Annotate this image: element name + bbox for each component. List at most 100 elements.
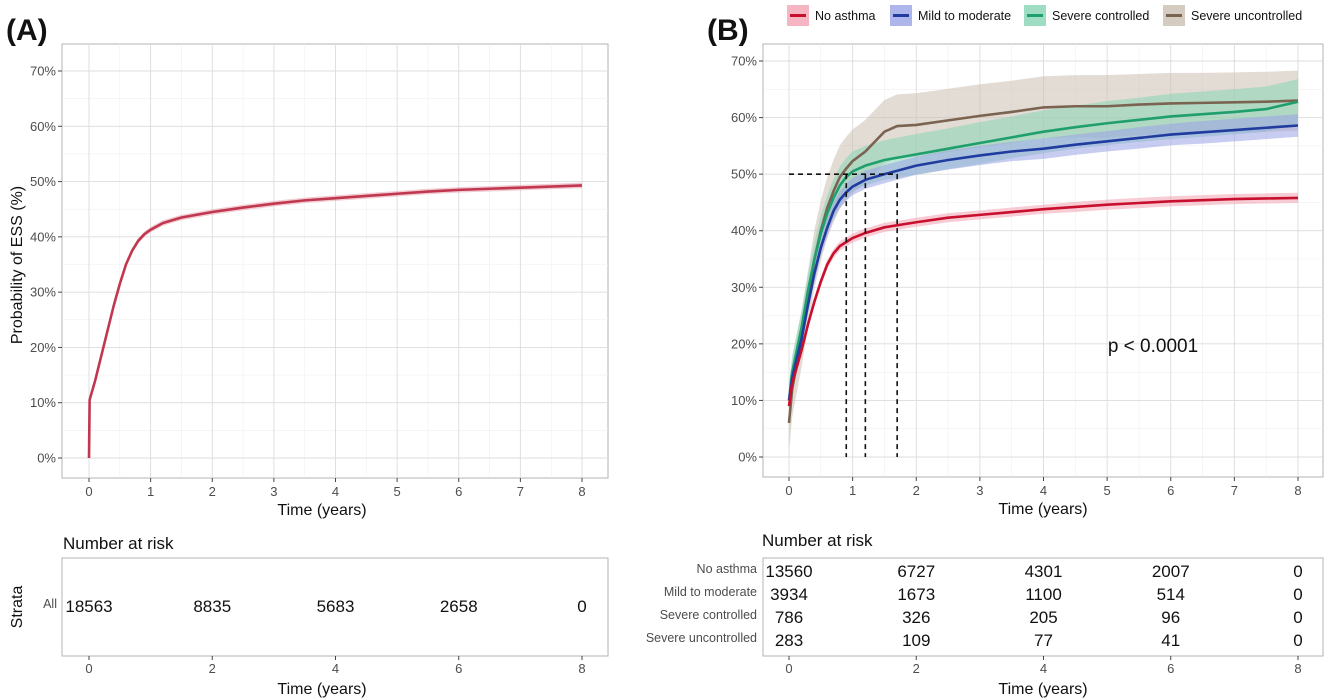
risk-x-tick-label: 2	[913, 661, 920, 676]
risk-value: 109	[902, 631, 930, 650]
x-tick-label: 5	[1104, 483, 1111, 498]
panel-b-label: (B)	[707, 14, 749, 47]
legend-label-0: No asthma	[815, 9, 875, 23]
risk-value: 205	[1029, 608, 1057, 627]
series-line-all	[87, 184, 583, 459]
y-tick-label: 0%	[37, 451, 56, 466]
panel-b-risk-table: 0 2 4 6 8 No asthma 13560 6727 4301 2007 0 Mild to …	[646, 557, 1324, 676]
legend-label-2: Severe controlled	[1052, 9, 1149, 23]
y-tick-label: 20%	[731, 336, 757, 351]
y-tick-label: 10%	[30, 395, 56, 410]
x-tick-label: 4	[1040, 483, 1047, 498]
risk-row-label: All	[43, 597, 57, 611]
risk-value: 18563	[65, 597, 112, 616]
legend-label-1: Mild to moderate	[918, 9, 1011, 23]
y-tick-label: 30%	[731, 280, 757, 295]
p-value-annotation: p < 0.0001	[1108, 336, 1198, 357]
y-tick-label: 60%	[731, 110, 757, 125]
y-tick-label: 70%	[30, 64, 56, 79]
x-tick-label: 7	[1231, 483, 1238, 498]
risk-value: 0	[1293, 631, 1302, 650]
risk-value: 77	[1034, 631, 1053, 650]
panel-a-label: (A)	[6, 14, 48, 47]
risk-value: 0	[577, 597, 586, 616]
risk-x-tick-label: 6	[1167, 661, 1174, 676]
series-line-0	[787, 196, 1299, 407]
risk-table-border	[762, 557, 1324, 657]
x-tick-label: 2	[209, 484, 216, 499]
risk-row-label: Severe controlled	[660, 608, 757, 622]
y-tick-label: 70%	[731, 54, 757, 69]
risk-value: 1100	[1025, 585, 1062, 604]
risk-x-tick-label: 0	[85, 661, 92, 676]
panel-a-risk-title: Number at risk	[63, 534, 174, 553]
risk-value: 514	[1157, 585, 1185, 604]
series-line-2	[787, 100, 1299, 401]
legend-label-3: Severe uncontrolled	[1191, 9, 1302, 23]
panel-a-ylabel: Probability of ESS (%)	[9, 186, 26, 344]
y-tick-label: 60%	[30, 119, 56, 134]
y-tick-label: 0%	[738, 450, 757, 465]
panel-a-risk-table: 0 2 4 6 8 All 18563 8835 5683 2658 0	[43, 557, 609, 676]
panel-a-xlabel: Time (years)	[277, 502, 366, 519]
x-tick-label: 7	[517, 484, 524, 499]
risk-x-tick-label: 2	[209, 661, 216, 676]
risk-value: 2658	[440, 597, 478, 616]
risk-value: 96	[1161, 608, 1180, 627]
x-tick-label: 4	[332, 484, 339, 499]
risk-value: 283	[775, 631, 803, 650]
x-tick-label: 6	[455, 484, 462, 499]
risk-x-tick-label: 6	[455, 661, 462, 676]
y-tick-label: 10%	[731, 393, 757, 408]
risk-x-tick-label: 8	[578, 661, 585, 676]
risk-value: 786	[775, 608, 803, 627]
y-tick-label: 20%	[30, 340, 56, 355]
x-tick-label: 8	[1294, 483, 1301, 498]
risk-value: 8835	[193, 597, 231, 616]
x-tick-label: 8	[578, 484, 585, 499]
risk-value: 5683	[317, 597, 355, 616]
risk-x-tick-label: 4	[1040, 661, 1047, 676]
x-tick-label: 1	[147, 484, 154, 499]
risk-table-border	[61, 557, 609, 657]
panel-a-strata-label: Strata	[9, 586, 26, 629]
risk-x-tick-label: 8	[1294, 661, 1301, 676]
risk-value: 1673	[897, 585, 935, 604]
risk-value: 4301	[1025, 562, 1063, 581]
y-tick-label: 40%	[731, 223, 757, 238]
panel-b-xlabel: Time (years)	[998, 501, 1087, 518]
risk-value: 0	[1293, 585, 1302, 604]
panel-a-plot: 0 1 2 3 4 5 6 7 8 0% 10% 20% 30% 40% 50% 60% 70%	[30, 43, 609, 499]
risk-row-label: No asthma	[697, 562, 757, 576]
panel-b-risk-title: Number at risk	[762, 531, 873, 550]
risk-row-label: Severe uncontrolled	[646, 631, 757, 645]
panel-a-risk-xlabel: Time (years)	[277, 681, 366, 698]
risk-x-tick-label: 4	[332, 661, 339, 676]
x-tick-label: 0	[85, 484, 92, 499]
x-tick-label: 0	[785, 483, 792, 498]
series-line-1	[787, 124, 1299, 401]
y-tick-label: 50%	[30, 174, 56, 189]
x-tick-label: 6	[1167, 483, 1174, 498]
risk-value: 326	[902, 608, 930, 627]
risk-value: 6727	[897, 562, 935, 581]
panel-b-risk-xlabel: Time (years)	[998, 681, 1087, 698]
y-tick-label: 30%	[30, 285, 56, 300]
panel-b-plot: 0 1 2 3 4 5 6 7 8 0% 10% 20% 30% 40% 50% 60% 70%	[731, 43, 1324, 498]
plot-border	[61, 43, 609, 479]
x-tick-label: 3	[270, 484, 277, 499]
x-tick-label: 2	[913, 483, 920, 498]
risk-value: 41	[1161, 631, 1180, 650]
risk-value: 0	[1293, 562, 1302, 581]
x-tick-label: 3	[976, 483, 983, 498]
panel-b-legend: No asthma Mild to moderate Severe controll…	[787, 5, 1302, 26]
risk-value: 0	[1293, 608, 1302, 627]
risk-row-label: Mild to moderate	[664, 585, 757, 599]
y-tick-label: 50%	[731, 167, 757, 182]
risk-value: 3934	[770, 585, 808, 604]
risk-value: 2007	[1152, 562, 1190, 581]
x-tick-label: 5	[394, 484, 401, 499]
y-tick-label: 40%	[30, 229, 56, 244]
risk-x-tick-label: 0	[785, 661, 792, 676]
